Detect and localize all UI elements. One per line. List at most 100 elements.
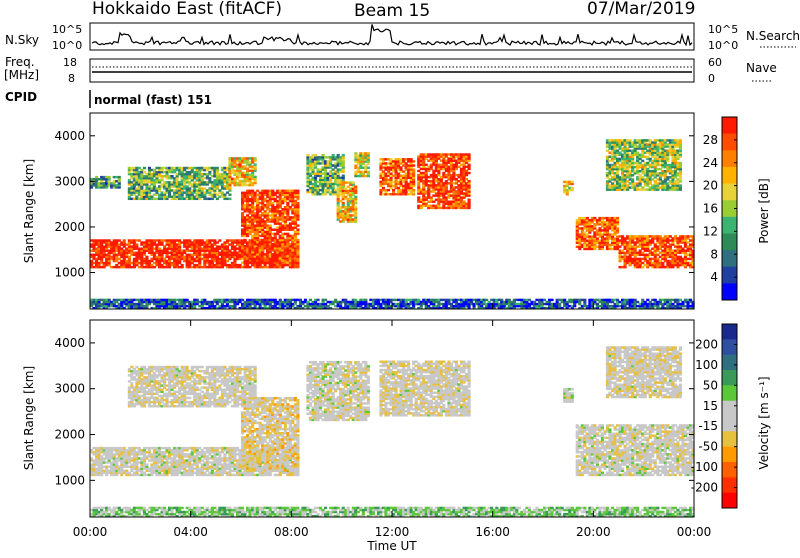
data-region-0-4 xyxy=(228,157,256,186)
range-gate-cell xyxy=(679,184,682,186)
range-gate-cell xyxy=(354,190,357,192)
range-gate-cell xyxy=(578,248,581,250)
range-gate-cell xyxy=(226,191,229,193)
range-gate-cell xyxy=(352,181,355,183)
nsky-panel: N.Sky 10^5 10^0 10^5 10^0 N.Search xyxy=(5,23,800,52)
freq-panel: Freq. [MHz] 18 8 60 0 Nave xyxy=(4,55,777,85)
range-gate-cell xyxy=(354,152,357,154)
range-gate-cell xyxy=(296,190,299,192)
range-gate-cell xyxy=(571,189,574,191)
range-gate-cell xyxy=(324,168,327,170)
range-gate-cell xyxy=(337,154,340,156)
range-gate-cell xyxy=(679,245,682,247)
range-gate-cell xyxy=(354,218,357,220)
range-gate-cell xyxy=(616,227,619,229)
range-gate-cell xyxy=(468,207,471,209)
range-gate-cell xyxy=(279,231,282,233)
range-gate-cell xyxy=(354,214,357,216)
range-gate-cell xyxy=(679,178,682,180)
range-gate-cell xyxy=(296,231,299,233)
range-gate-cell xyxy=(241,299,244,301)
range-gate-cell xyxy=(95,176,98,178)
range-gate-cell xyxy=(296,202,299,204)
range-gate-cell xyxy=(616,217,619,219)
range-gate-cell xyxy=(679,145,682,147)
range-gate-cell xyxy=(382,187,385,189)
range-gate-cell xyxy=(342,156,345,158)
range-gate-cell xyxy=(679,166,682,168)
range-gate-cell xyxy=(108,178,111,180)
range-gate-cell xyxy=(649,139,652,141)
range-gate-cell xyxy=(216,167,219,169)
range-gate-cell xyxy=(337,173,340,175)
range-gate-cell xyxy=(679,174,682,176)
nave-label: Nave xyxy=(746,61,777,75)
range-gate-cell xyxy=(412,177,415,179)
range-gate-cell xyxy=(566,193,569,195)
range-gate-cell xyxy=(468,199,471,201)
range-gate-cell xyxy=(354,206,357,208)
data-region-0-8 xyxy=(379,158,415,195)
range-gate-cell xyxy=(639,182,642,184)
range-gate-cell xyxy=(244,239,247,241)
range-gate-cell xyxy=(455,168,458,170)
range-gate-cell xyxy=(412,173,415,175)
range-gate-cell xyxy=(468,190,471,192)
nsky-label: N.Sky xyxy=(5,33,39,47)
range-gate-cell xyxy=(412,160,415,162)
data-region-0-7 xyxy=(354,152,370,177)
range-gate-cell xyxy=(468,186,471,188)
range-gate-cell xyxy=(294,261,297,263)
range-gate-cell xyxy=(616,219,619,221)
range-gate-cell xyxy=(143,167,146,169)
range-gate-cell xyxy=(296,198,299,200)
range-gate-cell xyxy=(420,207,423,209)
nsky-trace xyxy=(92,24,692,45)
range-gate-cell xyxy=(651,239,654,241)
data-region-0-10 xyxy=(563,181,574,196)
nsky-tick-high: 10^5 xyxy=(52,23,82,36)
range-gate-cell xyxy=(251,184,254,186)
data-region-0-9 xyxy=(417,153,470,209)
range-gate-cell xyxy=(118,178,121,180)
range-gate-cell xyxy=(269,231,272,233)
range-gate-cell xyxy=(108,260,111,262)
range-gate-cell xyxy=(286,210,289,212)
cpid-label: CPID xyxy=(5,90,37,104)
range-gate-cell xyxy=(634,248,637,250)
range-gate-cell xyxy=(412,189,415,191)
range-gate-cell xyxy=(465,174,468,176)
range-gate-cell xyxy=(281,202,284,204)
range-gate-cell xyxy=(218,239,221,241)
range-gate-cell xyxy=(186,299,189,301)
range-gate-cell xyxy=(314,154,317,156)
nave-tick-low: 0 xyxy=(708,72,715,85)
range-gate-cell xyxy=(588,231,591,233)
range-gate-cell xyxy=(417,196,420,198)
range-gate-cell xyxy=(679,139,682,141)
range-gate-cell xyxy=(392,189,395,191)
data-region-0-12 xyxy=(619,235,695,268)
range-gate-cell xyxy=(616,223,619,225)
range-gate-cell xyxy=(435,160,438,162)
range-gate-cell xyxy=(296,218,299,220)
range-gate-cell xyxy=(422,160,425,162)
range-gate-cell xyxy=(437,203,440,205)
range-gate-cell xyxy=(254,176,257,178)
range-gate-cell xyxy=(468,168,471,170)
range-gate-cell xyxy=(679,141,682,143)
range-gate-cell xyxy=(145,305,148,307)
range-gate-cell xyxy=(619,260,622,262)
range-gate-cell xyxy=(631,178,634,180)
range-gate-cell xyxy=(367,175,370,177)
range-gate-cell xyxy=(254,159,257,161)
range-gate-cell xyxy=(228,194,231,196)
date-label: 07/Mar/2019 xyxy=(587,0,695,19)
range-gate-cell xyxy=(468,164,471,166)
range-gate-cell xyxy=(412,168,415,170)
range-gate-cell xyxy=(296,206,299,208)
range-gate-cell xyxy=(261,249,264,251)
range-gate-cell xyxy=(616,231,619,233)
cpid-text: normal (fast) 151 xyxy=(94,93,212,107)
